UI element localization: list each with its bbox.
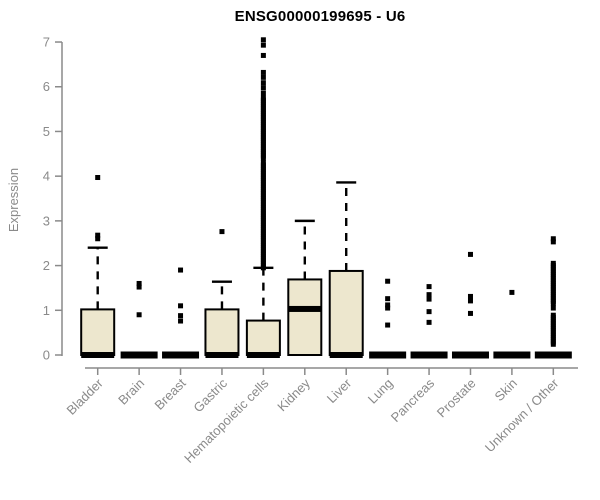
outlier-point xyxy=(385,302,391,308)
y-axis-label: Expression xyxy=(6,167,21,233)
flat-box xyxy=(493,351,531,359)
box xyxy=(204,308,240,357)
outlier-point xyxy=(260,42,266,48)
x-tick-label: Unknown / Other xyxy=(482,375,562,455)
outlier-point xyxy=(426,296,432,302)
box xyxy=(287,278,323,356)
x-tick-label: Brain xyxy=(115,376,147,408)
outlier-point xyxy=(426,319,432,325)
outlier-point xyxy=(550,236,556,242)
outlier-point xyxy=(467,298,473,304)
flat-box xyxy=(162,351,200,359)
y-tick-label: 5 xyxy=(43,124,50,139)
boxplot-hematopoietic-cells xyxy=(245,37,281,358)
boxplot-brain xyxy=(120,280,158,359)
y-tick-label: 4 xyxy=(43,169,50,184)
outlier-point xyxy=(178,313,184,319)
x-tick-label: Skin xyxy=(492,376,520,404)
boxplot-breast xyxy=(162,267,200,359)
outlier-point xyxy=(550,305,556,311)
outlier-point xyxy=(178,267,184,273)
outlier-point xyxy=(95,236,101,242)
x-tick-label: Liver xyxy=(324,375,355,406)
outlier-point xyxy=(550,301,556,307)
x-tick-label: Lung xyxy=(365,376,396,407)
box xyxy=(245,319,281,357)
boxplot-prostate xyxy=(451,251,489,359)
y-tick-label: 0 xyxy=(43,348,50,363)
flat-box xyxy=(534,351,572,359)
outlier-point xyxy=(260,52,266,58)
outlier-point xyxy=(260,74,266,80)
median-line xyxy=(205,352,239,358)
y-tick-label: 3 xyxy=(43,213,50,228)
y-axis: 0 1 2 3 4 5 6 7 xyxy=(43,35,63,363)
x-tick-label: Gastric xyxy=(190,375,230,415)
outlier-point xyxy=(260,37,266,43)
outlier-point xyxy=(260,80,266,86)
outlier-point xyxy=(385,322,391,328)
y-tick-label: 6 xyxy=(43,79,50,94)
box xyxy=(328,269,364,356)
median-line xyxy=(329,352,363,358)
outlier-point xyxy=(426,309,432,315)
outlier-point xyxy=(385,278,391,284)
x-tick-label: Kidney xyxy=(274,375,313,414)
outlier-point xyxy=(467,310,473,316)
outlier-point xyxy=(260,265,266,271)
flat-box xyxy=(451,351,489,359)
x-tick-label: Pancreas xyxy=(388,375,438,425)
outlier-point xyxy=(178,303,184,309)
boxplot-lung xyxy=(369,278,407,359)
flat-box xyxy=(120,351,158,359)
y-tick-label: 7 xyxy=(43,35,50,50)
y-tick-label: 2 xyxy=(43,258,50,273)
boxplot-gastric xyxy=(204,229,240,358)
outlier-point xyxy=(136,312,142,318)
boxplot-kidney xyxy=(287,219,323,356)
outlier-point xyxy=(385,305,391,311)
x-tick-label: Prostate xyxy=(434,376,479,421)
outlier-point xyxy=(260,69,266,75)
boxplot-bladder xyxy=(80,175,116,358)
outlier-point xyxy=(95,232,101,238)
outlier-point xyxy=(136,284,142,290)
outlier-point xyxy=(260,85,266,91)
outlier-point xyxy=(550,239,556,245)
flat-box xyxy=(369,351,407,359)
outlier-point xyxy=(426,284,432,290)
boxplot-pancreas xyxy=(410,284,448,359)
y-tick-label: 1 xyxy=(43,303,50,318)
boxplot-liver xyxy=(328,181,364,358)
median-line xyxy=(246,352,280,358)
outlier-point xyxy=(95,175,101,181)
boxplot-unknown-other xyxy=(534,236,572,359)
x-tick-label: Bladder xyxy=(64,375,107,418)
outlier-point xyxy=(260,90,266,96)
outlier-point xyxy=(550,341,556,347)
outlier-point xyxy=(136,280,142,286)
x-tick-label: Breast xyxy=(151,375,188,412)
outlier-point xyxy=(385,296,391,302)
outlier-point xyxy=(219,229,225,235)
boxplot-skin xyxy=(493,289,531,359)
flat-box xyxy=(410,351,448,359)
outlier-point xyxy=(260,155,266,161)
chart-title: ENSG00000199695 - U6 xyxy=(234,8,406,25)
median-line xyxy=(81,352,115,358)
outlier-point xyxy=(509,289,515,295)
outlier-point xyxy=(178,318,184,324)
outlier-point xyxy=(426,292,432,298)
median-line xyxy=(288,305,322,312)
box xyxy=(80,308,116,357)
outlier-point xyxy=(467,293,473,299)
outlier-point xyxy=(467,251,473,257)
